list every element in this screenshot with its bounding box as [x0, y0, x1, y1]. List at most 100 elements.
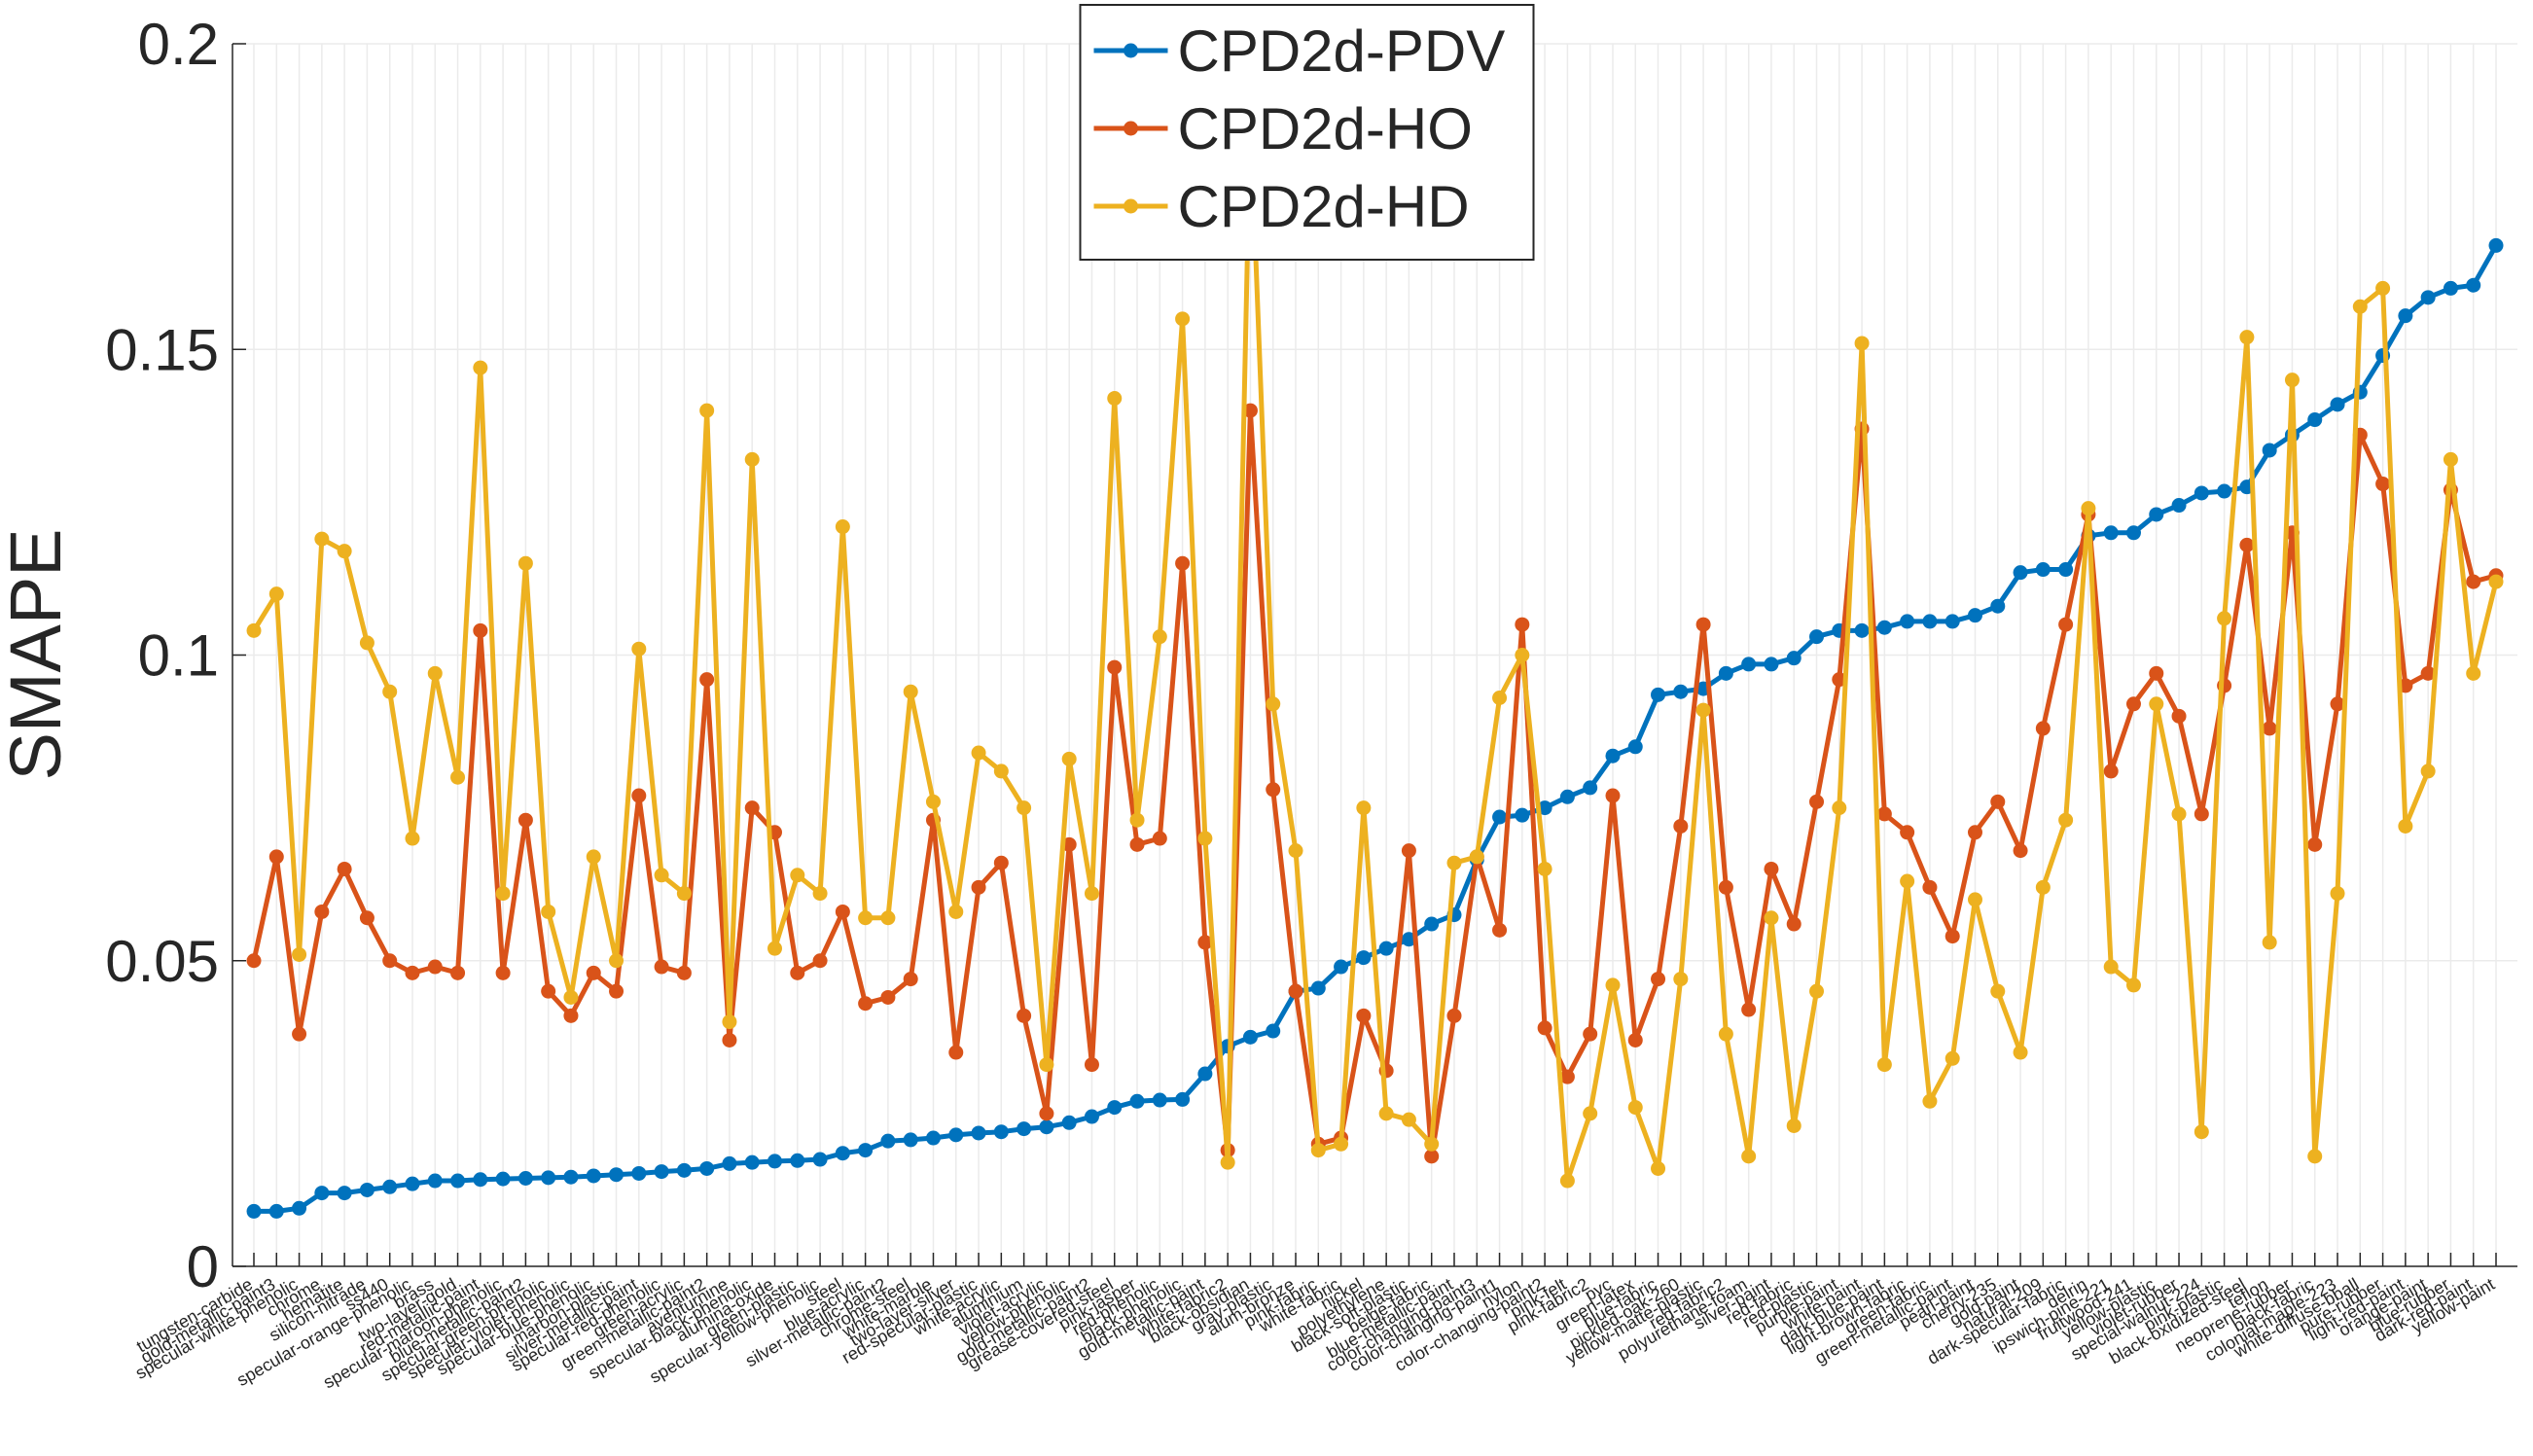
marker [2058, 617, 2074, 632]
marker [586, 965, 601, 980]
marker [790, 868, 805, 883]
marker [948, 1045, 964, 1060]
marker [1922, 1093, 1938, 1109]
marker [1061, 1115, 1077, 1130]
legend-label: CPD2d-HD [1178, 174, 1470, 239]
marker [541, 983, 556, 999]
marker [767, 941, 783, 956]
marker [268, 586, 284, 602]
marker [2081, 501, 2096, 516]
marker [676, 886, 692, 902]
marker [790, 965, 805, 980]
marker [1944, 929, 1960, 944]
marker [2239, 537, 2255, 552]
marker [1559, 1069, 1575, 1084]
marker [1310, 1143, 1326, 1158]
marker [405, 1176, 420, 1191]
marker [1401, 932, 1416, 947]
marker [2466, 574, 2481, 589]
marker [654, 959, 669, 975]
marker [1651, 972, 1666, 987]
marker [1515, 807, 1530, 823]
marker [427, 665, 443, 681]
marker [517, 1170, 533, 1186]
marker [858, 996, 874, 1012]
marker [1627, 1032, 1643, 1048]
marker [1583, 780, 1598, 796]
marker [1673, 684, 1689, 699]
marker [1266, 696, 1281, 712]
marker [2262, 721, 2277, 736]
marker [495, 965, 511, 980]
marker [2171, 708, 2187, 724]
marker [2171, 498, 2187, 514]
marker [495, 886, 511, 902]
marker [314, 1186, 330, 1201]
marker [2239, 330, 2255, 345]
marker [2488, 237, 2504, 253]
marker [1990, 983, 2006, 999]
legend-marker [1124, 121, 1138, 136]
series-line [251, 114, 2499, 1184]
marker [744, 1154, 760, 1170]
marker [246, 622, 262, 638]
marker [2262, 443, 2277, 458]
marker [382, 1179, 398, 1194]
marker [948, 1127, 964, 1143]
marker [1424, 1136, 1440, 1152]
marker [337, 861, 352, 876]
marker [314, 904, 330, 919]
marker [1718, 879, 1733, 895]
marker [405, 965, 420, 980]
marker [1288, 983, 1303, 999]
marker [1741, 657, 1757, 672]
marker [835, 1146, 850, 1161]
marker [1175, 311, 1191, 327]
marker [858, 910, 874, 926]
marker [971, 745, 986, 761]
marker [1809, 629, 1825, 645]
marker [2058, 812, 2074, 828]
marker [382, 684, 398, 699]
marker [971, 1125, 986, 1141]
marker [1786, 1118, 1802, 1133]
marker [1605, 977, 1621, 993]
marker [1900, 614, 1915, 629]
marker [2398, 818, 2413, 834]
marker [903, 972, 918, 987]
marker [2013, 843, 2028, 859]
marker [473, 622, 488, 638]
marker [1242, 1029, 1258, 1045]
marker [2217, 483, 2232, 499]
marker [699, 672, 715, 688]
marker [2307, 836, 2323, 852]
marker [1583, 1026, 1598, 1042]
marker [1786, 651, 1802, 666]
marker [2330, 696, 2345, 712]
marker [563, 1169, 579, 1185]
marker [517, 555, 533, 571]
marker [1876, 806, 1892, 822]
marker [2013, 1045, 2028, 1060]
marker [2352, 299, 2368, 314]
marker [993, 1124, 1009, 1140]
marker [1446, 855, 1462, 870]
marker [337, 544, 352, 559]
marker [1695, 702, 1711, 718]
marker [292, 1200, 307, 1216]
marker [609, 953, 624, 969]
marker [2035, 879, 2051, 895]
marker [925, 1130, 941, 1146]
marker [1990, 598, 2006, 614]
marker [1197, 1066, 1213, 1082]
marker [1242, 403, 1258, 418]
marker [1673, 972, 1689, 987]
marker [1378, 1106, 1394, 1121]
marker [1583, 1106, 1598, 1121]
marker [1424, 916, 1440, 932]
marker [699, 403, 715, 418]
marker [654, 868, 669, 883]
marker [1424, 1149, 1440, 1164]
marker [1356, 1008, 1372, 1023]
marker [1356, 800, 1372, 816]
